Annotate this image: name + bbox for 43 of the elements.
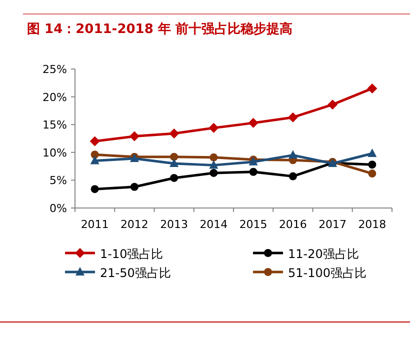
- point: [90, 185, 99, 194]
- y-tick-label: 15%: [42, 118, 67, 132]
- point: [130, 182, 138, 191]
- point: [368, 148, 377, 158]
- point: [288, 150, 298, 159]
- point: [288, 112, 298, 122]
- point: [288, 172, 297, 180]
- point: [328, 100, 338, 110]
- point: [170, 174, 178, 182]
- x-tick-label: 2018: [358, 218, 386, 231]
- point: [169, 128, 180, 138]
- y-tick-label: 5%: [50, 174, 67, 188]
- point: [249, 168, 258, 176]
- point: [208, 122, 219, 133]
- point: [90, 150, 99, 159]
- y-tick-label: 20%: [42, 90, 67, 104]
- y-tick-label: 10%: [42, 146, 67, 160]
- legend-label: 11-20强占比: [288, 247, 359, 261]
- x-tick-label: 2011: [80, 218, 109, 231]
- point: [368, 170, 376, 178]
- point: [170, 158, 179, 168]
- legend-label: 51-100强占比: [288, 266, 367, 280]
- x-tick-label: 2013: [160, 218, 188, 231]
- x-tick-label: 2014: [200, 218, 228, 231]
- y-tick-label: 25%: [42, 63, 67, 76]
- point: [90, 156, 100, 164]
- x-tick-label: 2016: [278, 218, 307, 231]
- point: [209, 160, 218, 169]
- chart-title: 图 14：2011-2018 年 前十强占比稳步提高: [27, 21, 292, 37]
- point: [90, 136, 100, 146]
- point: [210, 153, 218, 162]
- legend-label: 1-10强占比: [100, 247, 164, 261]
- point: [210, 168, 218, 177]
- point: [170, 152, 178, 161]
- y-tick-label: 0%: [50, 202, 67, 215]
- point: [248, 118, 258, 128]
- legend-label: 21-50强占比: [100, 266, 171, 280]
- x-tick-label: 2015: [239, 218, 268, 231]
- x-tick-label: 2012: [120, 218, 148, 231]
- point: [129, 131, 140, 142]
- x-tick-label: 2017: [318, 218, 347, 231]
- point: [368, 160, 376, 169]
- point: [367, 83, 378, 94]
